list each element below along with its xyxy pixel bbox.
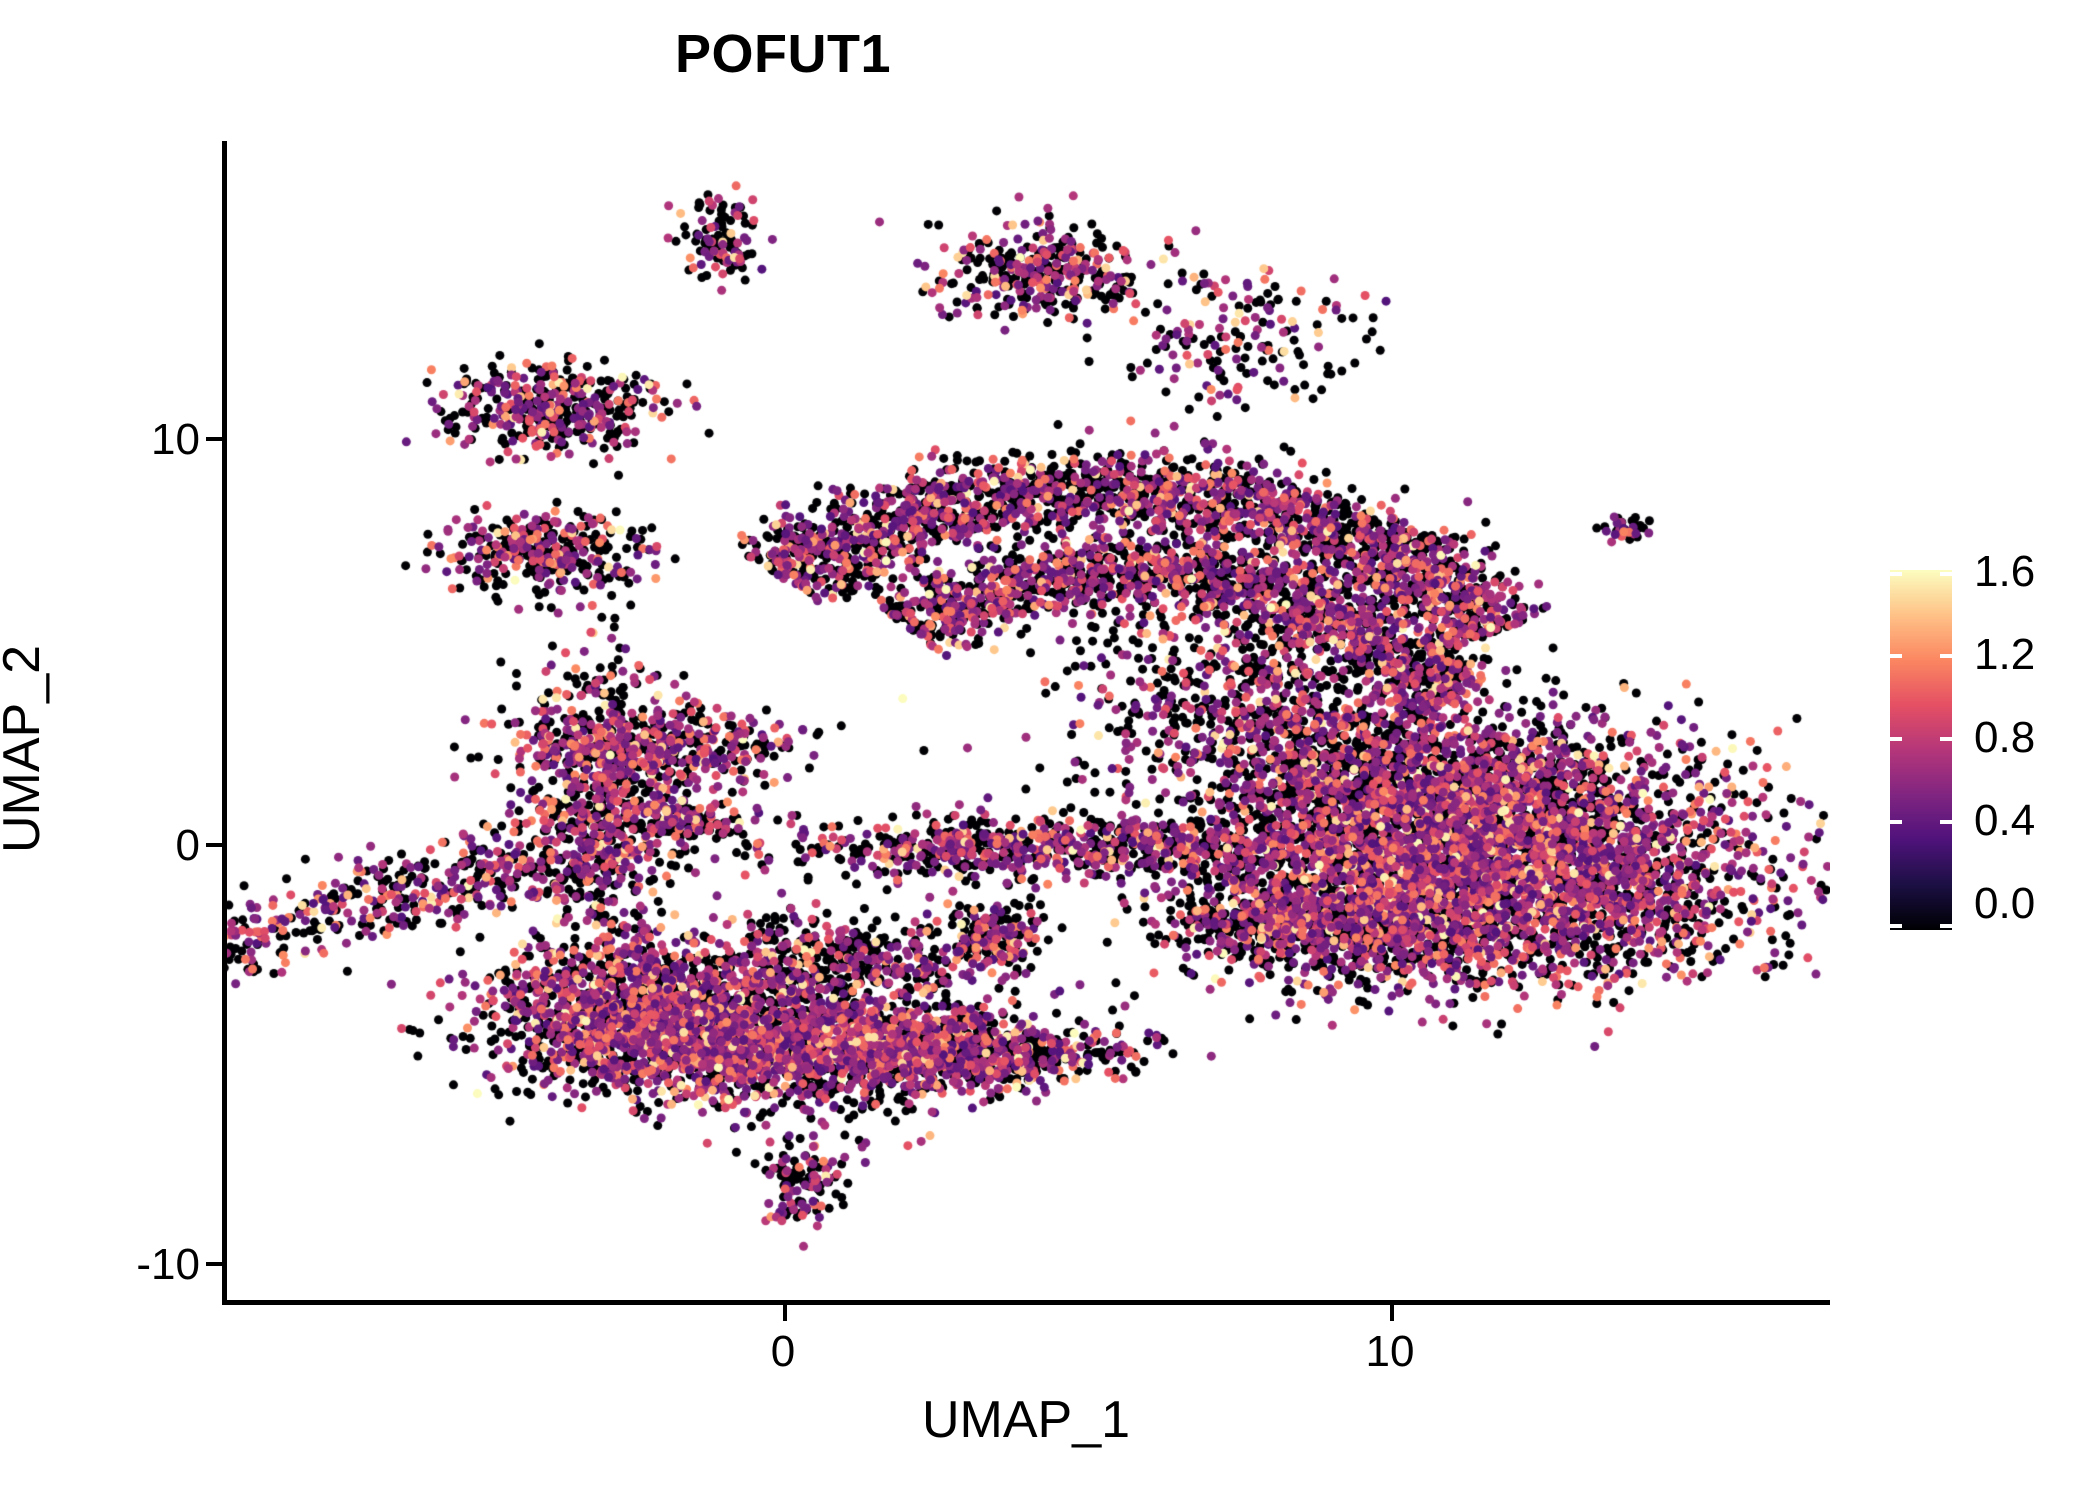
colorbar-gradient bbox=[1890, 570, 1952, 930]
x-axis-line bbox=[222, 1300, 1830, 1305]
y-tick-label-0: 0 bbox=[175, 821, 200, 870]
colorbar-label-0.8: 0.8 bbox=[1974, 713, 2036, 762]
colorbar-tick-1.6-left bbox=[1890, 572, 1902, 576]
x-axis-title: UMAP_1 bbox=[921, 1391, 1131, 1449]
y-tick-mark-10 bbox=[206, 437, 222, 441]
colorbar-tick-1.2-left bbox=[1890, 654, 1902, 658]
y-axis-title: UMAP_2 bbox=[0, 644, 51, 854]
colorbar-tick-0.4-right bbox=[1940, 820, 1952, 824]
y-tick-mark-minus-10 bbox=[206, 1262, 222, 1266]
colorbar-label-0.0: 0.0 bbox=[1974, 879, 2036, 928]
y-tick-label-10: 10 bbox=[151, 415, 200, 464]
colorbar-tick-0.8-left bbox=[1890, 737, 1902, 741]
colorbar-tick-0.4-left bbox=[1890, 820, 1902, 824]
x-tick-label-0: 0 bbox=[770, 1327, 796, 1376]
y-tick-mark-0 bbox=[206, 843, 222, 847]
colorbar-tick-0.8-right bbox=[1940, 737, 1952, 741]
x-tick-mark-0 bbox=[783, 1305, 787, 1321]
colorbar-tick-1.2-right bbox=[1940, 654, 1952, 658]
colorbar-tick-0.0-left bbox=[1890, 924, 1902, 928]
colorbar-label-1.2: 1.2 bbox=[1974, 630, 2036, 679]
colorbar-tick-1.6-right bbox=[1940, 572, 1952, 576]
colorbar-label-0.4: 0.4 bbox=[1974, 796, 2036, 845]
x-tick-label-10: 10 bbox=[1365, 1327, 1415, 1376]
colorbar-tick-0.0-right bbox=[1940, 924, 1952, 928]
y-tick-label-minus-10: -10 bbox=[136, 1240, 200, 1289]
y-axis-line bbox=[222, 141, 227, 1305]
scatter-plot-canvas bbox=[222, 141, 1830, 1302]
x-tick-mark-10 bbox=[1390, 1305, 1394, 1321]
page-title: POFUT1 bbox=[674, 24, 892, 84]
colorbar-label-1.6: 1.6 bbox=[1974, 547, 2036, 596]
